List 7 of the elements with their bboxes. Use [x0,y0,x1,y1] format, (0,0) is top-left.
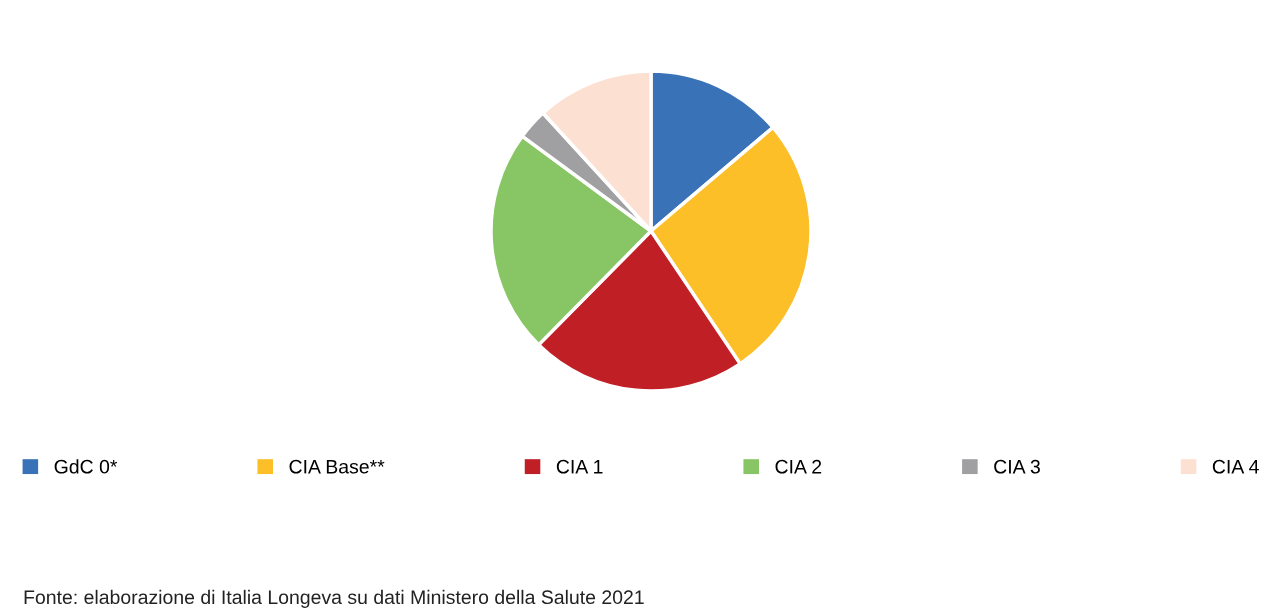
legend-label: CIA Base** [289,459,385,474]
legend-label: GdC 0* [54,459,118,474]
legend-label: CIA 3 [994,459,1040,474]
source-note: Fonte: elaborazione di Italia Longeva su dati Ministero della Salute 2021 [24,589,644,608]
legend-label: CIA 2 [775,459,822,474]
legend-label: CIA 4 [1212,459,1259,474]
legend-label: CIA 1 [556,459,603,474]
